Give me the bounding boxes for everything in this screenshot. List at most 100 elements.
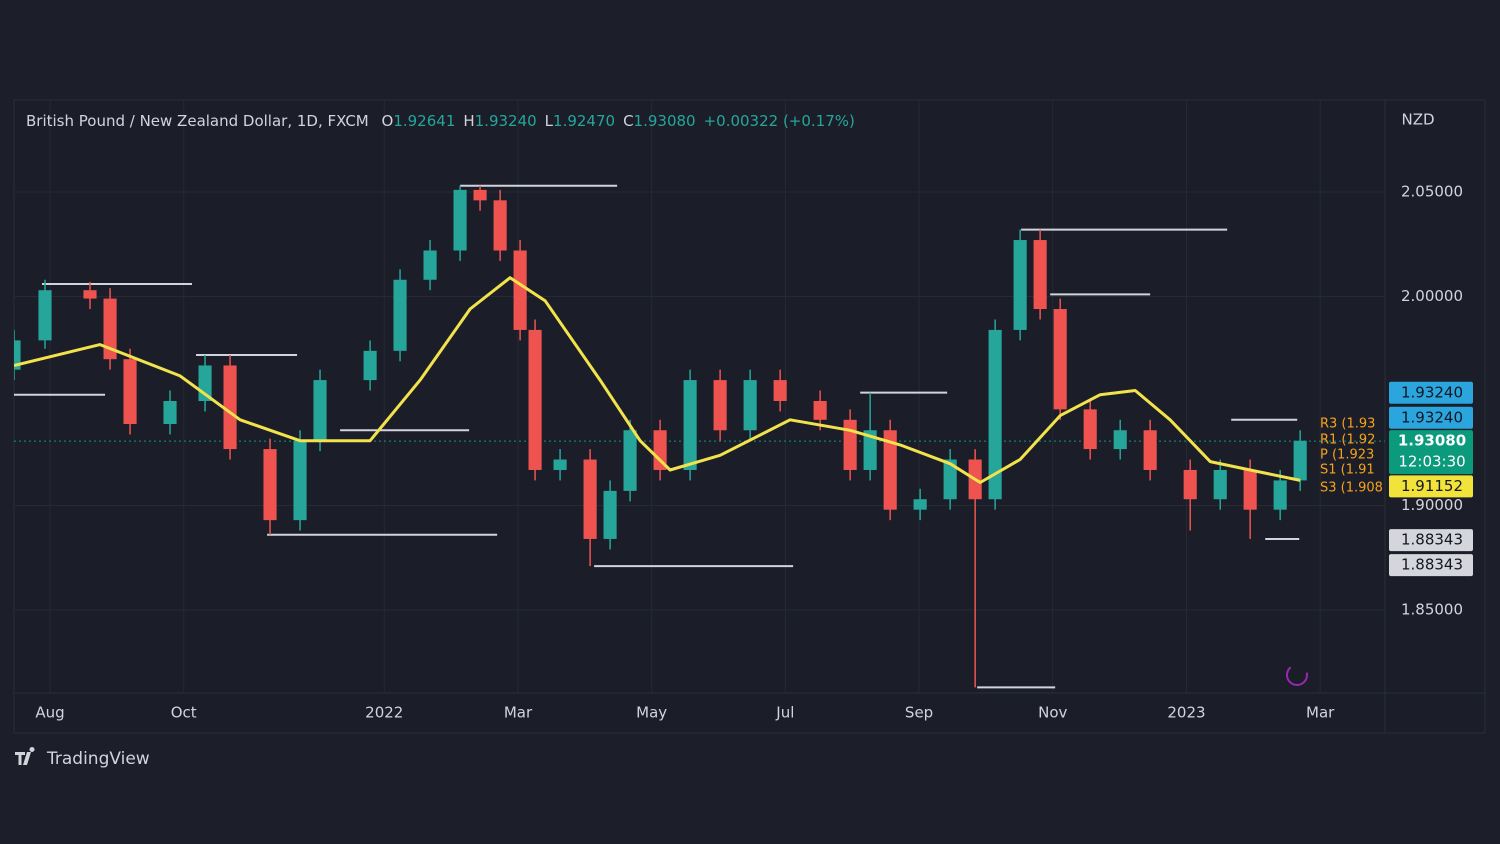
legend-key: H <box>463 112 474 130</box>
candle-body <box>83 290 97 299</box>
x-tick-label: Jul <box>775 704 794 722</box>
price-label-box <box>1389 475 1473 498</box>
pivot-label: S1 (1.91 <box>1320 463 1375 478</box>
price-label: 1.88343 <box>1401 531 1463 549</box>
candle <box>263 438 277 535</box>
axes: 1.85000 1.90000 2.00000 2.05000 Aug Oct 2022 Ma… <box>35 182 1473 722</box>
legend: British Pound / New Zealand Dollar, 1D, … <box>26 112 855 130</box>
candle-body <box>1033 240 1047 310</box>
candle-body <box>1013 240 1027 330</box>
candle-body <box>1273 480 1287 510</box>
pivot-label: S3 (1.908 <box>1320 481 1383 496</box>
candle-body <box>1113 430 1127 450</box>
candle-body <box>473 189 487 201</box>
price-label-box <box>1389 529 1473 552</box>
x-tick-label: May <box>636 704 667 722</box>
candle <box>103 288 117 370</box>
price-label-box <box>1389 430 1473 475</box>
candle <box>1013 229 1027 341</box>
grid <box>14 100 1385 693</box>
candle <box>653 419 667 481</box>
legend-value: 1.92641 <box>393 112 455 130</box>
candle-body <box>393 279 407 351</box>
candle <box>943 449 957 510</box>
candle-body <box>453 189 467 251</box>
candle <box>363 340 377 391</box>
brand-logo <box>15 747 35 765</box>
price-label: 1.93240 <box>1401 408 1463 426</box>
brand: TradingView <box>15 747 150 769</box>
legend-value: 1.93080 <box>634 112 696 130</box>
x-tick-label: Mar <box>1306 704 1335 722</box>
price-label-box <box>1389 554 1473 577</box>
candle-body <box>103 298 117 360</box>
currency-label: NZD <box>1401 111 1434 129</box>
candle-body <box>263 449 277 521</box>
candle <box>1143 419 1157 481</box>
y-tick-label: 2.00000 <box>1401 287 1463 305</box>
legend-key: O <box>382 112 394 130</box>
pivot-label: P (1.923 <box>1320 448 1374 463</box>
candle-body <box>1083 409 1097 450</box>
candle-body <box>163 400 177 424</box>
candle <box>553 449 567 481</box>
legend-value: 1.92470 <box>553 112 615 130</box>
candle-body <box>123 359 137 424</box>
candle-body <box>883 430 897 510</box>
candle <box>163 390 177 435</box>
candle <box>623 419 637 502</box>
candle <box>1053 298 1067 420</box>
legend-change: +0.00322 (+0.17%) <box>704 112 855 130</box>
candle <box>393 269 407 362</box>
candle <box>1113 419 1127 460</box>
candle-body <box>293 440 307 521</box>
x-tick-label: Nov <box>1038 704 1067 722</box>
brand-name: TradingView <box>46 749 150 769</box>
candle-body <box>38 290 52 341</box>
price-label-box <box>1389 406 1473 429</box>
candle-body <box>743 380 757 431</box>
candle-body <box>713 380 727 431</box>
candle-body <box>528 329 542 470</box>
replay-icon[interactable] <box>1286 664 1308 686</box>
candle <box>528 319 542 481</box>
candle-body <box>813 400 827 420</box>
candle <box>38 279 52 349</box>
candle <box>1243 459 1257 539</box>
price-label: 1.88343 <box>1401 556 1463 574</box>
candle-body <box>1183 469 1197 500</box>
candle-body <box>773 380 787 401</box>
x-tick-label: Sep <box>905 704 933 722</box>
candle <box>713 369 727 441</box>
candle <box>1293 430 1307 491</box>
legend-value: 1.93240 <box>475 112 537 130</box>
y-tick-label: 1.85000 <box>1401 601 1463 619</box>
candle <box>843 409 857 481</box>
candle <box>743 369 757 441</box>
y-tick-label: 1.90000 <box>1401 496 1463 514</box>
candle-body <box>1053 309 1067 410</box>
candle-body <box>553 459 567 470</box>
candle <box>83 281 97 310</box>
candle-body <box>363 350 377 381</box>
x-tick-label: Aug <box>35 704 64 722</box>
candle <box>313 369 327 452</box>
candle-body <box>223 365 237 450</box>
candle-body <box>1293 440 1307 481</box>
candle-body <box>843 419 857 470</box>
x-tick-label: 2022 <box>365 704 403 722</box>
candle-body <box>313 380 327 441</box>
candle <box>683 369 697 481</box>
price-label: 1.93080 <box>1398 432 1466 450</box>
price-label: 1.91152 <box>1401 477 1463 495</box>
candle-body <box>1213 469 1227 500</box>
price-label: 1.93240 <box>1401 383 1463 401</box>
candle <box>293 430 307 531</box>
x-tick-label: Mar <box>504 704 533 722</box>
candle-body <box>603 490 617 539</box>
x-tick-label: 2023 <box>1167 704 1205 722</box>
candle <box>1183 459 1197 531</box>
legend-key: L <box>545 112 554 130</box>
